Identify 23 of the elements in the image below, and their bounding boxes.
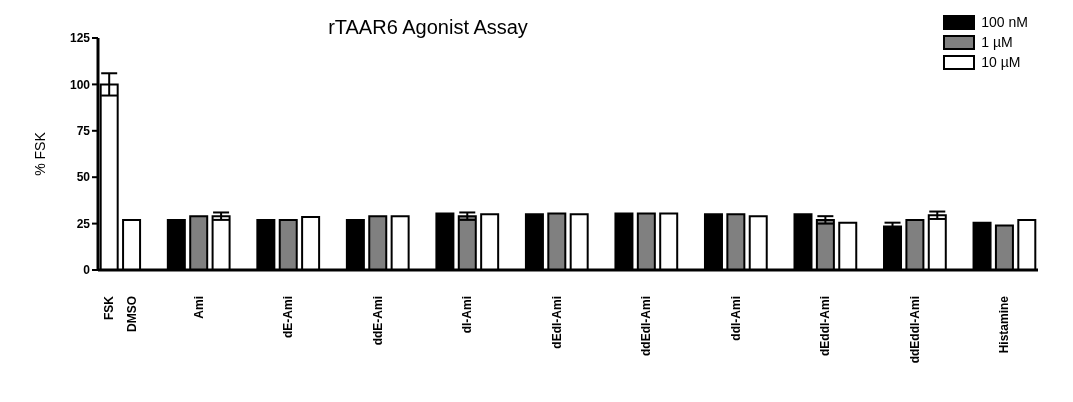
x-tick-label: dEdI-Ami [549,296,564,349]
x-tick-label: FSK [102,295,117,320]
y-tick-label: 0 [83,263,91,278]
y-tick-label: 25 [76,216,91,231]
x-tick-label: ddE-Ami [370,296,385,346]
x-tick-label: ddEddI-Ami [907,296,922,364]
legend-label: 1 µM [981,34,1013,50]
y-tick-label: 75 [76,124,91,139]
x-tick-label: dEddI-Ami [818,296,833,356]
y-tick-label: 50 [76,170,91,185]
chart-title: rTAAR6 Agonist Assay [328,16,528,38]
y-axis-title: % FSK [31,131,48,176]
x-tick-label: dI-Ami [460,296,475,334]
x-tick-label: ddI-Ami [728,296,743,341]
legend-label: 100 nM [981,14,1028,30]
x-tick-label: ddEdI-Ami [639,296,654,356]
x-tick-label: Ami [191,296,206,319]
y-tick-label: 125 [69,31,91,46]
y-tick-label: 100 [69,77,91,92]
legend-label: 10 µM [981,54,1021,70]
x-tick-label: DMSO [124,296,139,332]
x-tick-label: Histamine [997,295,1012,354]
x-tick-label: dE-Ami [281,296,296,338]
